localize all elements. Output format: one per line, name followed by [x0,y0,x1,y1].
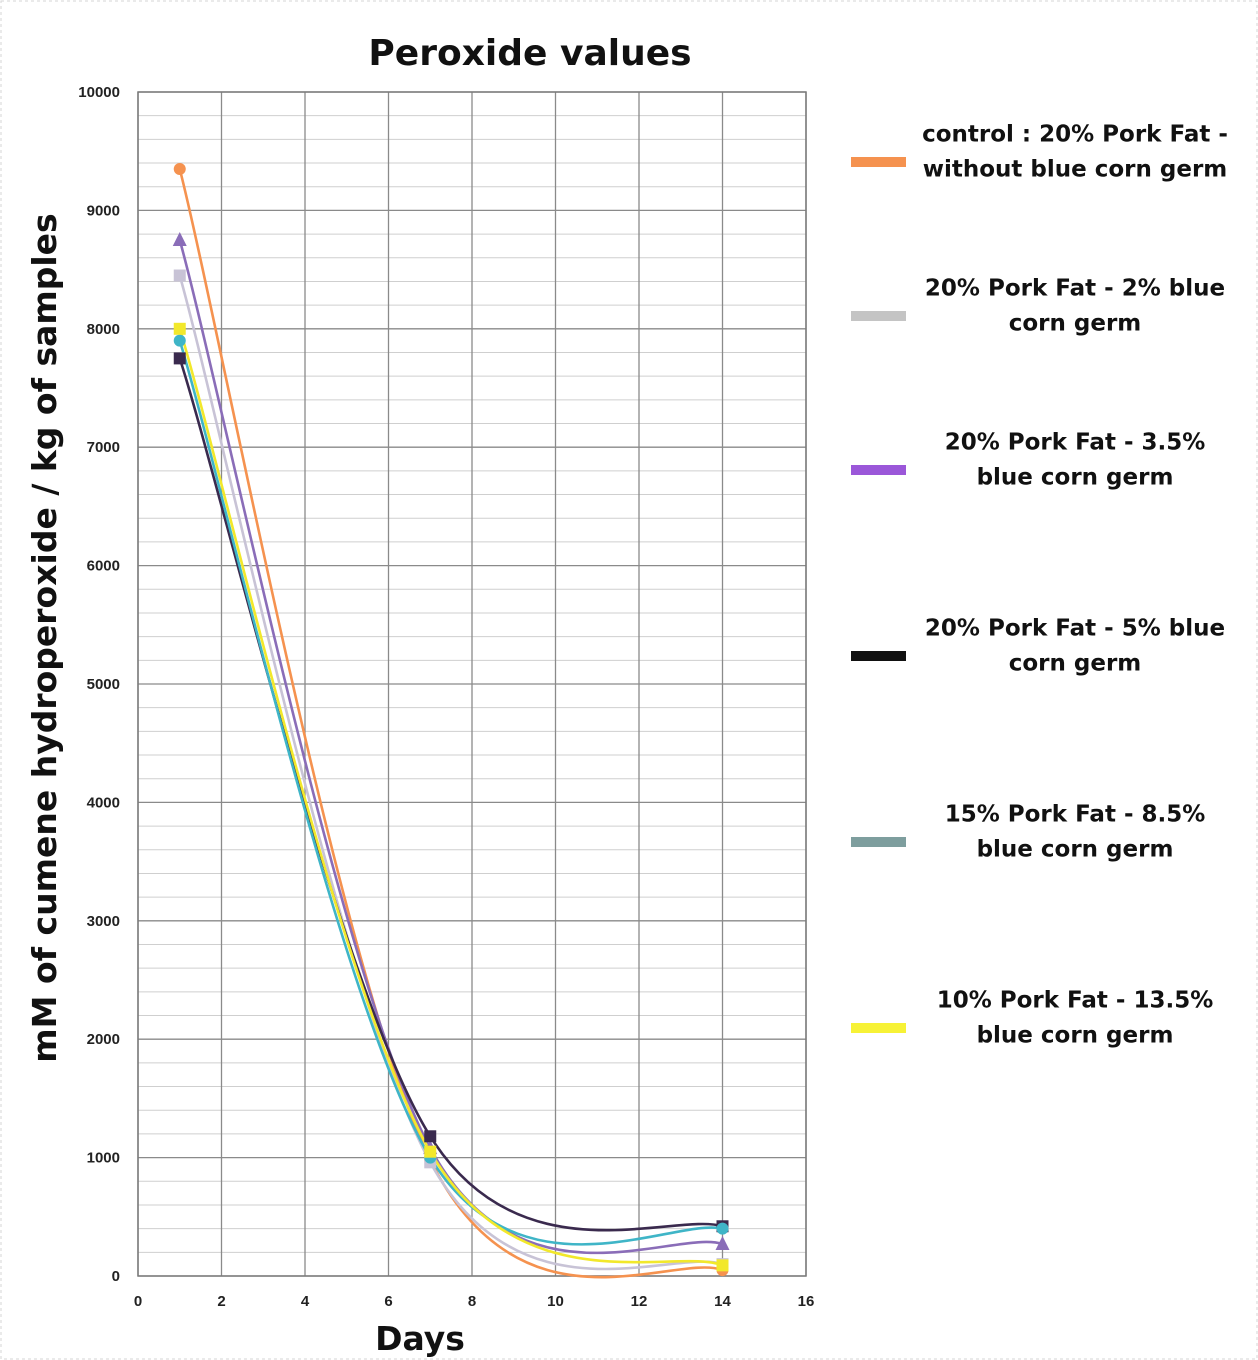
y-axis-ticks: 0 1000 2000 3000 4000 5000 6000 7000 8000 9000 100… [78,84,120,1285]
data-point [173,334,186,347]
data-point [715,1236,730,1251]
legend-label: 20% Pork Fat - 2% blue [925,276,1225,302]
y-tick-label: 3000 [87,913,120,930]
legend-swatch [851,837,906,847]
series-markers [172,162,730,1277]
legend-label: blue corn germ [977,837,1174,863]
y-tick-label: 6000 [87,558,120,575]
y-tick-label: 8000 [87,321,120,338]
series-lines [178,167,724,1279]
data-point [424,1130,437,1143]
x-tick-label: 2 [217,1293,225,1310]
x-tick-label: 4 [301,1293,310,1310]
data-point [172,232,187,246]
series-line-5 [178,339,724,1246]
legend-label: 10% Pork Fat - 13.5% [937,988,1214,1014]
y-tick-label: 1000 [87,1150,120,1167]
legend-label: control : 20% Pork Fat - [922,122,1228,148]
legend-label: blue corn germ [977,465,1174,491]
x-axis-ticks: 0 2 4 6 8 10 12 14 16 [134,1293,815,1310]
data-point [173,269,186,282]
legend-label: corn germ [1009,651,1142,677]
legend-swatch [851,157,906,167]
y-tick-label: 10000 [78,84,120,101]
data-point [716,1222,729,1235]
y-tick-label: 5000 [87,676,120,693]
legend-label: blue corn germ [977,1023,1174,1049]
legend-label: 20% Pork Fat - 5% blue [925,616,1225,642]
legend-label: 20% Pork Fat - 3.5% [945,430,1206,456]
y-tick-label: 2000 [87,1031,120,1048]
x-axis-title: Days [375,1319,465,1358]
data-point [716,1259,729,1272]
x-tick-label: 10 [547,1293,564,1310]
legend-label: corn germ [1009,311,1142,337]
x-tick-label: 12 [631,1293,648,1310]
plot-area-border [137,91,807,1277]
major-gridlines [137,91,807,1277]
legend: control : 20% Pork Fat - without blue cor… [851,122,1228,1049]
data-point [173,322,186,335]
data-point [173,352,186,365]
y-tick-label: 7000 [87,439,120,456]
data-point [173,162,186,175]
legend-swatch [851,311,906,321]
data-point [424,1145,437,1158]
series-line-4 [178,357,724,1232]
chart-title: Peroxide values [368,33,691,74]
y-axis-title: mM of cumene hydroperoxide / kg of sampl… [25,213,64,1062]
series-line-6 [178,327,724,1267]
x-tick-label: 6 [384,1293,392,1310]
y-tick-label: 4000 [87,794,120,811]
x-tick-label: 0 [134,1293,142,1310]
legend-label: 15% Pork Fat - 8.5% [945,802,1206,828]
x-tick-label: 8 [468,1293,476,1310]
legend-label: without blue corn germ [923,157,1228,183]
x-tick-label: 16 [798,1293,815,1310]
y-tick-label: 9000 [87,202,120,219]
x-tick-label: 14 [714,1293,731,1310]
y-tick-label: 0 [112,1268,120,1285]
legend-swatch [851,651,906,661]
legend-swatch [851,1023,906,1033]
legend-swatch [851,465,906,475]
